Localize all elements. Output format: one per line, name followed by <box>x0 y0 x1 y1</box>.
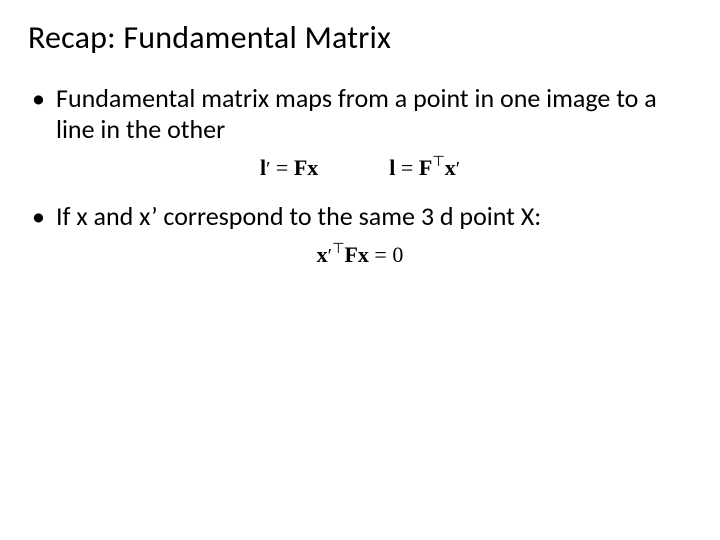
equation-row-2: x′⊤Fx = 0 <box>28 242 692 269</box>
equation-l-prime-eq-Fx: l′ = Fx <box>260 155 318 180</box>
slide: Recap: Fundamental Matrix Fundamental ma… <box>0 0 720 540</box>
bullet-2-text: If x and x’ correspond to the same 3 d p… <box>56 200 541 232</box>
equation-xprime-t-F-x-eq-0: x′⊤Fx = 0 <box>317 242 404 267</box>
equation-l-eq-Ft-xprime: l = F⊤x′ <box>389 155 460 180</box>
bullet-1: Fundamental matrix maps from a point in … <box>28 83 692 144</box>
slide-body: Fundamental matrix maps from a point in … <box>28 83 692 269</box>
equation-row-1: l′ = Fx l = F⊤x′ <box>28 154 692 181</box>
slide-title: Recap: Fundamental Matrix <box>28 18 692 57</box>
bullet-2: If x and x’ correspond to the same 3 d p… <box>28 201 692 232</box>
bullet-1-text: Fundamental matrix maps from a point in … <box>56 82 657 145</box>
